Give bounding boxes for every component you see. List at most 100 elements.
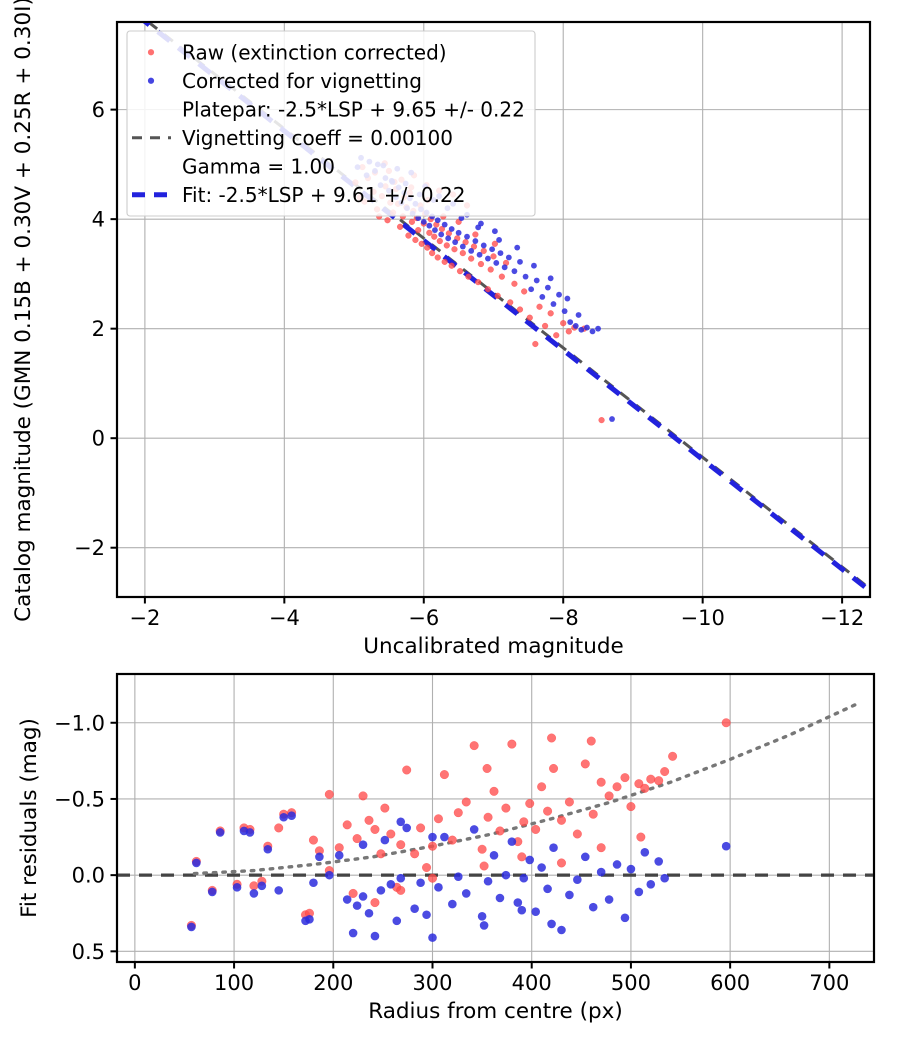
data-point [511,280,518,287]
y-tick-label: −2 [74,536,105,560]
data-point [550,301,557,307]
data-point [482,763,492,774]
legend-label: Corrected for vignetting [182,69,422,93]
data-point [396,873,406,883]
data-point [584,324,590,331]
data-point [475,278,482,286]
x-axis: −2 −4 −6 −8 −10 −12 Uncalibrated magnitude [129,597,864,659]
x-tick-label: 0 [128,971,141,995]
y-tick-label: 6 [92,98,105,122]
data-point [561,308,568,315]
data-point [485,255,491,262]
data-point [465,273,472,280]
y-axis: −2 0 2 4 6 Catalog magnitude (GMN 0.15B + 0.3… [11,0,117,622]
data-point [422,910,431,920]
data-point [494,292,501,299]
data-point [519,873,529,883]
data-point [549,843,558,853]
data-point [588,902,598,912]
model-lines [118,701,873,877]
data-point [358,840,368,849]
data-point [604,895,614,904]
data-point [468,255,475,262]
legend-item: Vignetting coeff = 0.00100 [132,126,453,150]
legend-background [126,30,536,217]
data-point [547,733,557,743]
data-point [498,273,506,280]
data-point [564,295,571,302]
data-point [436,237,443,245]
data-point [441,258,448,266]
data-point [507,739,517,749]
data-point [431,233,438,240]
data-point [461,797,471,807]
data-point [721,718,731,728]
data-point [646,774,656,784]
data-point [472,238,479,244]
data-point [342,820,352,830]
data-point [539,294,546,300]
y-tick-label: −1.0 [54,711,105,735]
data-point [548,763,559,774]
data-point [598,416,605,424]
legend: Raw (extinction corrected) Corrected for … [126,30,536,217]
data-point [557,925,566,935]
data-point [489,246,496,253]
data-point [370,898,380,908]
data-point [415,215,422,221]
x-tick-label: −8 [548,606,579,630]
data-point [640,847,650,857]
data-point [441,221,448,228]
data-point [274,823,284,833]
data-point [507,299,514,306]
data-point [348,928,358,938]
y-tick-label: 0.5 [72,940,105,964]
data-point [416,823,426,833]
data-point [334,843,344,853]
data-point [459,243,466,250]
data-point [426,222,433,229]
data-point [483,876,493,886]
data-point [580,852,590,862]
data-point [453,808,463,818]
data-point [408,218,416,226]
data-point [386,879,396,889]
y-tick-label: 0.0 [72,864,105,888]
data-point [447,835,457,845]
data-point [483,812,493,822]
data-point [334,851,344,860]
data-point [547,310,554,317]
data-point [418,240,425,247]
data-point [536,303,543,310]
data-point [187,922,196,932]
x-axis-label: Radius from centre (px) [368,999,622,1024]
data-point [525,798,535,809]
data-point [612,782,622,792]
data-point [370,931,380,941]
y-axis-label: Fit residuals (mag) [17,718,42,918]
data-point [654,776,664,786]
x-tick-label: −2 [129,606,160,630]
data-point [352,901,362,910]
data-point [392,916,402,926]
data-point [402,765,412,775]
data-point [484,286,492,293]
data-point [434,254,441,261]
data-point [370,824,380,834]
data-point [565,328,572,335]
data-point [595,325,601,332]
data-point [439,770,449,780]
x-tick-label: 700 [809,971,849,995]
legend-item: Gamma = 1.00 [182,154,335,178]
x-tick-label: −12 [820,606,864,630]
data-point [308,835,318,845]
data-point [487,266,494,273]
x-axis-label: Uncalibrated magnitude [363,634,623,659]
data-point [434,883,443,892]
data-point [519,817,529,827]
data-point [245,828,255,837]
y-tick-label: 0 [92,427,105,451]
data-point [511,268,518,275]
data-point [575,312,582,318]
data-point [604,791,614,801]
